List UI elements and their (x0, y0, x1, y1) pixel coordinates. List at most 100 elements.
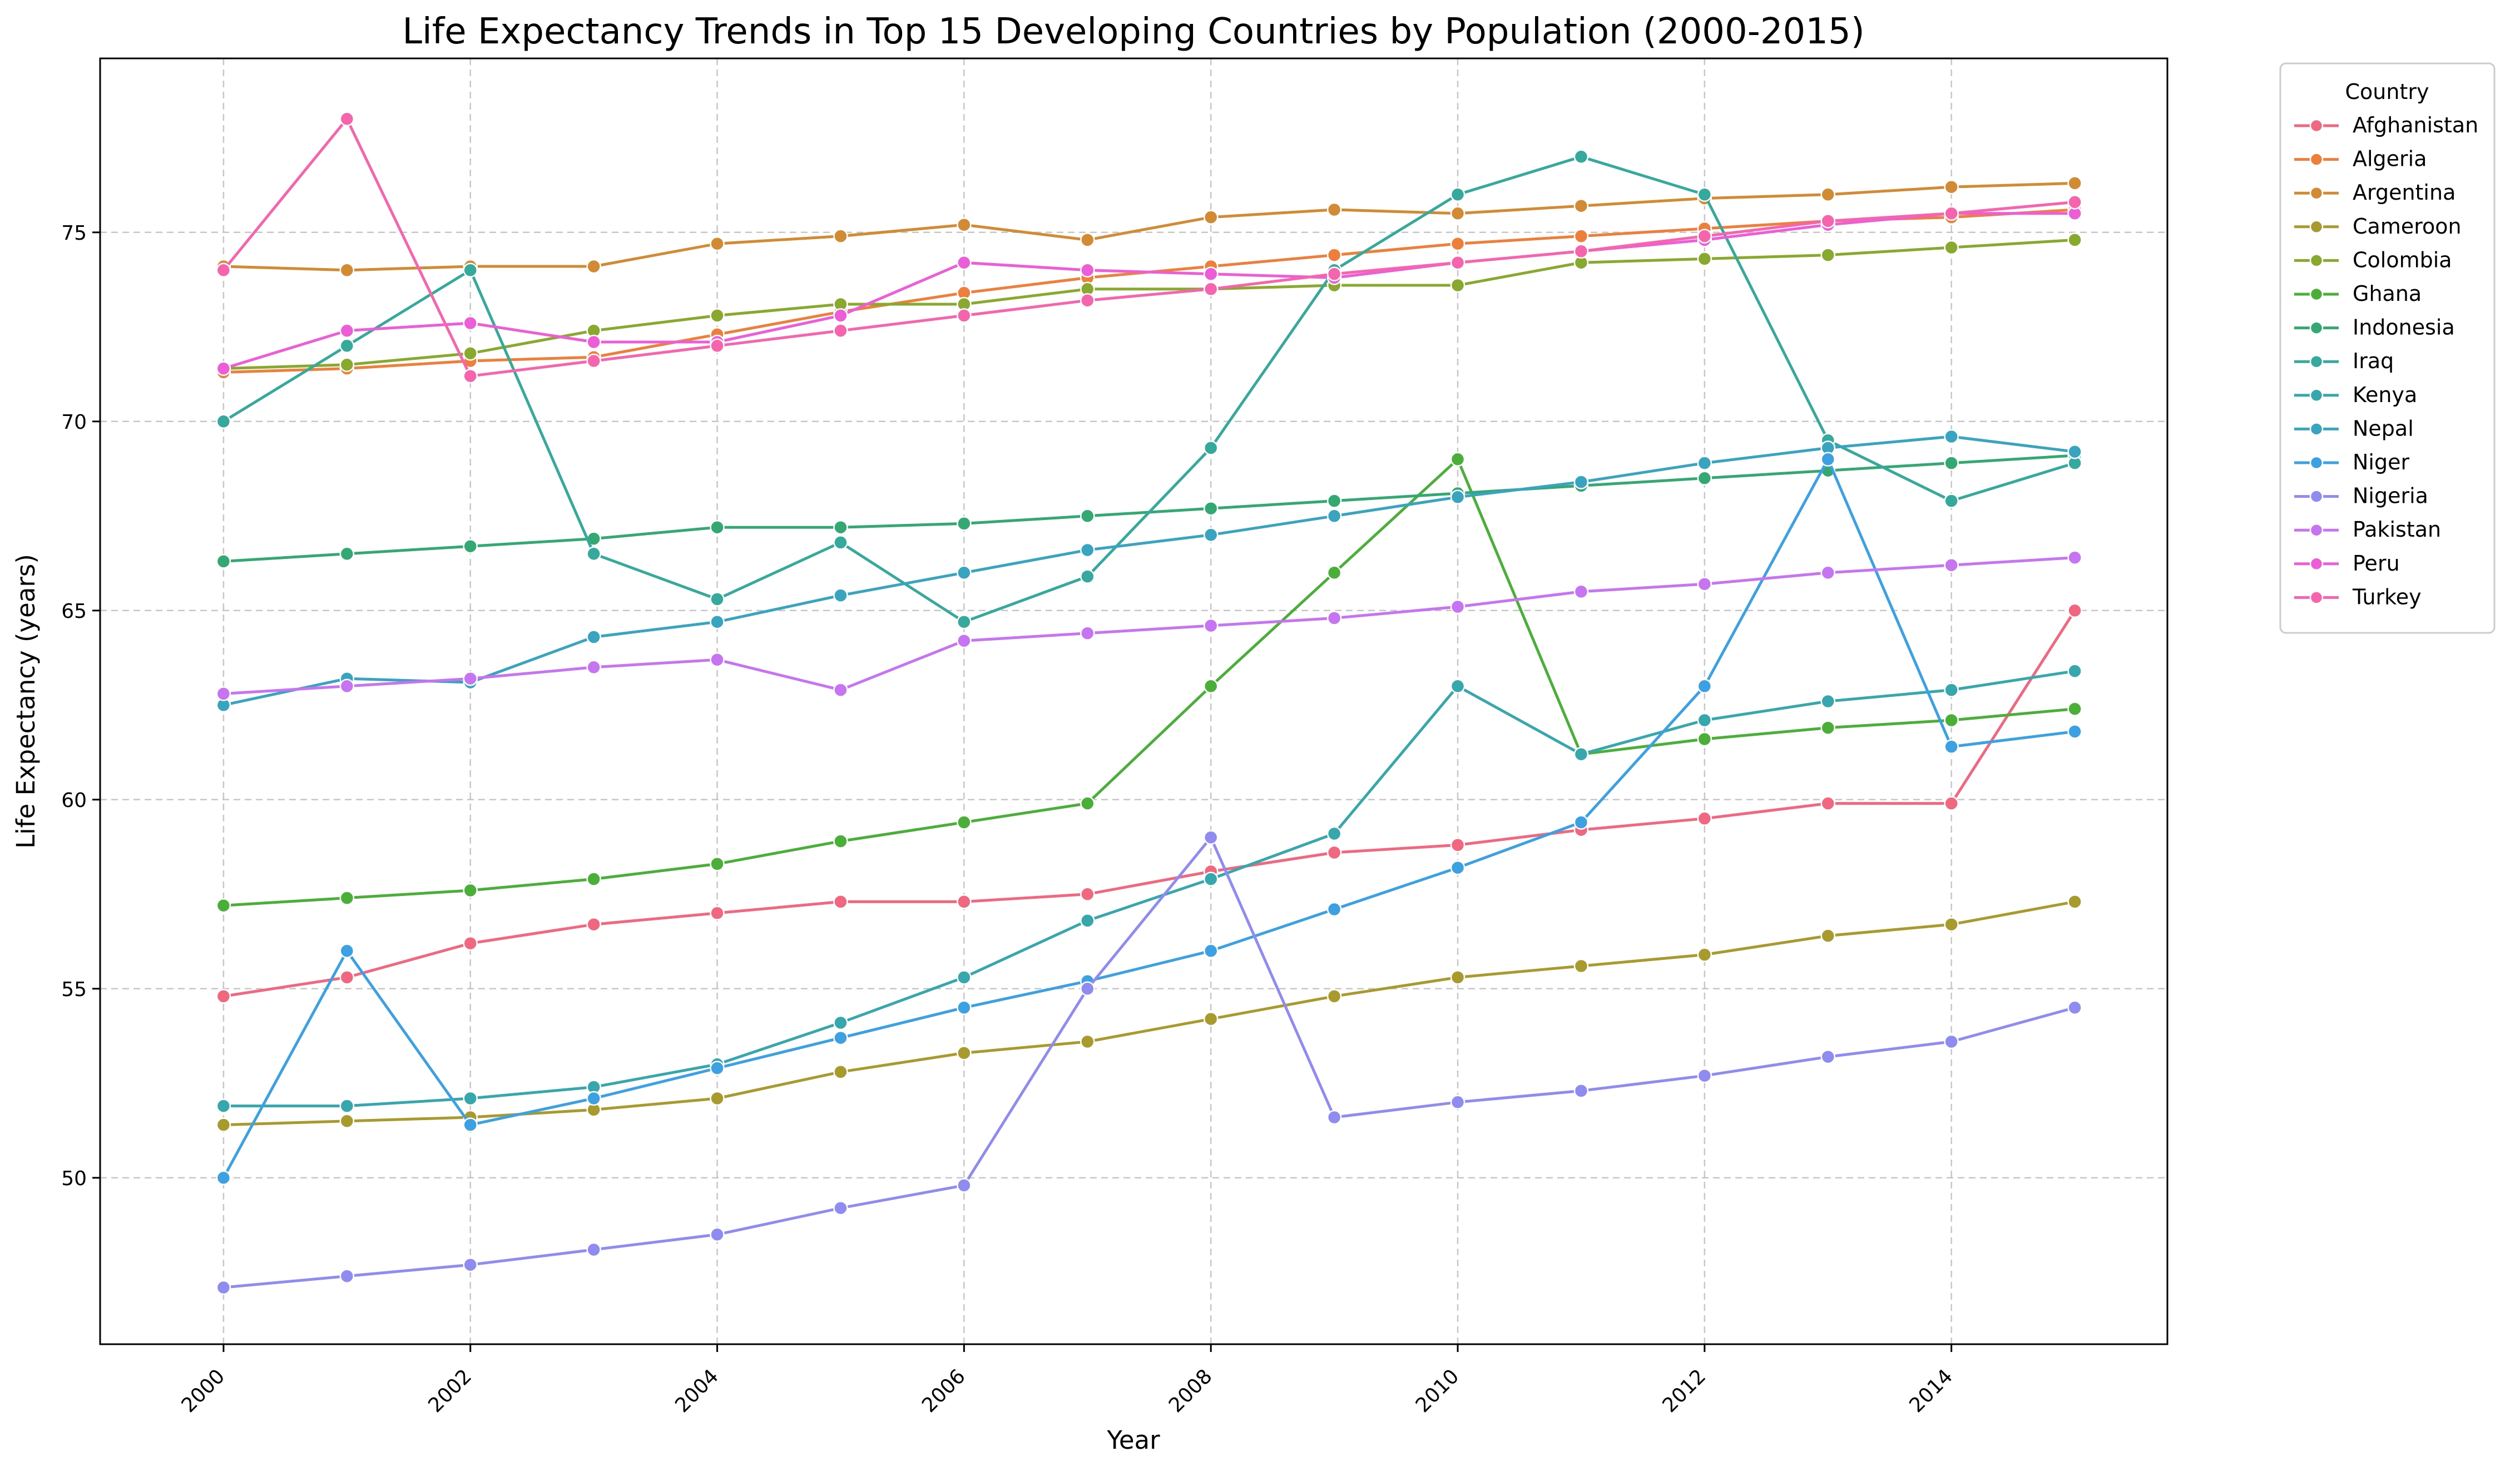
series-line (222, 556, 2077, 695)
data-point (833, 1030, 848, 1046)
data-point (833, 519, 848, 535)
data-point (833, 588, 848, 603)
legend-marker (2309, 152, 2324, 166)
data-point (957, 614, 972, 630)
y-tick-label: 70 (61, 411, 87, 434)
data-point (1450, 187, 1466, 202)
data-point (1080, 796, 1095, 811)
legend-label: Peru (2353, 551, 2400, 576)
data-point (1326, 902, 1342, 917)
data-point (1944, 455, 1959, 470)
series-cameroon (216, 894, 2082, 1132)
y-tick-label: 75 (61, 222, 87, 245)
data-point (1697, 187, 1712, 202)
data-point (1450, 489, 1466, 505)
data-point (339, 338, 355, 354)
series-kenya (216, 663, 2082, 1113)
data-point (1820, 565, 1835, 581)
data-point (216, 898, 231, 913)
data-point (1697, 678, 1712, 694)
data-point (1573, 198, 1589, 214)
legend-label: Indonesia (2353, 315, 2455, 340)
data-point (2067, 894, 2082, 909)
data-point (957, 970, 972, 985)
legend-label: Afghanistan (2353, 113, 2478, 137)
data-point (1326, 202, 1342, 217)
data-point (463, 368, 478, 384)
data-point (1944, 917, 1959, 932)
data-point (216, 1170, 231, 1186)
data-point (1697, 251, 1712, 266)
series-line (222, 458, 2077, 907)
data-point (957, 255, 972, 270)
data-point (216, 989, 231, 1004)
data-point (216, 1280, 231, 1295)
data-point (1450, 236, 1466, 251)
data-point (586, 1242, 601, 1257)
series-line (222, 155, 2077, 623)
data-point (1203, 266, 1219, 281)
legend-title: Country (2345, 80, 2429, 104)
data-point (2067, 176, 2082, 191)
x-axis-label: Year (1106, 1425, 1160, 1455)
data-point (710, 856, 725, 871)
legend-marker (2309, 523, 2324, 537)
data-point (1203, 678, 1219, 694)
data-point (1820, 694, 1835, 709)
data-point (1573, 474, 1589, 489)
data-point (586, 630, 601, 645)
data-point (957, 1046, 972, 1061)
y-tick-label: 55 (61, 978, 87, 1001)
data-point (1203, 943, 1219, 959)
data-point (2067, 550, 2082, 565)
series-line (222, 900, 2077, 1127)
data-point (2067, 663, 2082, 678)
data-point (1203, 830, 1219, 845)
data-point (1326, 247, 1342, 262)
data-point (1080, 542, 1095, 558)
data-point (1944, 429, 1959, 444)
data-point (833, 894, 848, 909)
data-point (586, 871, 601, 886)
y-axis-label: Life Expectancy (years) (11, 554, 41, 849)
data-point (1573, 1083, 1589, 1098)
legend-marker (2309, 186, 2324, 200)
data-point (710, 905, 725, 921)
data-point (1450, 678, 1466, 694)
data-point (1203, 527, 1219, 543)
y-tick-label: 60 (61, 789, 87, 812)
data-point (2067, 1000, 2082, 1016)
data-point (1450, 206, 1466, 221)
data-point (1326, 845, 1342, 860)
data-point (957, 1178, 972, 1193)
data-point (1697, 712, 1712, 728)
data-point (463, 1117, 478, 1132)
data-point (1080, 232, 1095, 247)
legend-marker (2309, 354, 2324, 369)
data-point (1573, 229, 1589, 244)
data-point (957, 894, 972, 909)
y-tick-label: 65 (61, 600, 87, 623)
data-point (339, 970, 355, 985)
legend-marker (2309, 388, 2324, 403)
data-point (833, 308, 848, 323)
data-point (1080, 626, 1095, 641)
data-point (339, 1113, 355, 1129)
data-point (1944, 682, 1959, 697)
series-iraq (216, 149, 2082, 630)
data-point (710, 519, 725, 535)
series-line (222, 609, 2077, 998)
data-point (710, 308, 725, 323)
data-point (1573, 149, 1589, 165)
data-point (1203, 440, 1219, 455)
data-point (463, 1091, 478, 1106)
data-point (1573, 815, 1589, 830)
data-point (710, 236, 725, 251)
data-point (463, 315, 478, 331)
data-point (216, 686, 231, 701)
data-point (1326, 508, 1342, 524)
data-point (1080, 293, 1095, 308)
data-point (586, 353, 601, 369)
data-point (1326, 989, 1342, 1004)
data-point (1080, 913, 1095, 928)
